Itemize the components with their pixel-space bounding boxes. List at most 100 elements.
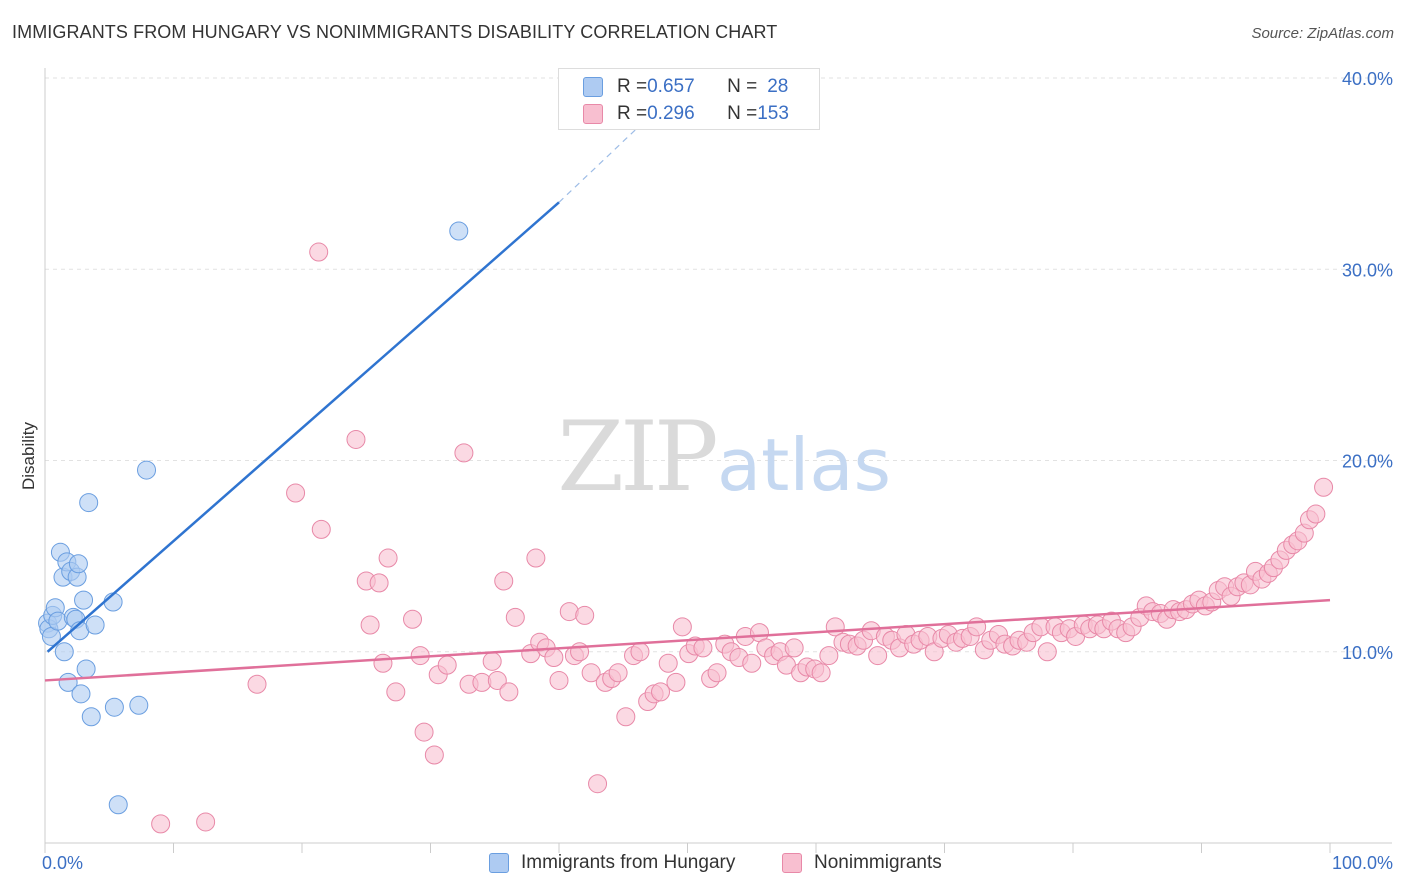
legend-r-label: R = bbox=[617, 76, 648, 97]
source-credit: Source: ZipAtlas.com bbox=[1251, 25, 1394, 42]
nonimmigrants-point bbox=[616, 707, 636, 727]
nonimmigrants-point bbox=[196, 812, 216, 832]
nonimmigrants-point bbox=[707, 663, 727, 683]
nonimmigrants-point bbox=[1306, 504, 1326, 524]
nonimmigrants-point bbox=[311, 519, 331, 539]
legend-row-hungary: R = 0.657 N = 28 bbox=[583, 74, 788, 100]
x-tick-label: 100.0% bbox=[1332, 853, 1393, 873]
nonimmigrants-point bbox=[693, 638, 713, 658]
nonimmigrants-point bbox=[386, 682, 406, 702]
hungary-point bbox=[108, 795, 128, 815]
nonimmigrants-point bbox=[742, 653, 762, 673]
nonimmigrants-point bbox=[549, 670, 569, 690]
series-legend: Immigrants from Hungary Nonimmigrants bbox=[0, 852, 1406, 878]
nonimmigrants-point bbox=[499, 682, 519, 702]
nonimmigrants-point bbox=[378, 548, 398, 568]
y-tick-labels: 10.0% 20.0% 30.0% 40.0% bbox=[1342, 69, 1393, 663]
legend-swatch-pink bbox=[782, 853, 802, 873]
nonimmigrants-point bbox=[819, 646, 839, 666]
nonimmigrants-point bbox=[672, 617, 692, 637]
legend-r-value: 0.296 bbox=[647, 103, 695, 124]
hungary-point bbox=[137, 460, 157, 480]
nonimmigrants-point bbox=[526, 548, 546, 568]
nonimmigrants-point bbox=[630, 642, 650, 662]
nonimmigrants-point bbox=[309, 242, 329, 262]
nonimmigrants-point bbox=[414, 722, 434, 742]
nonimmigrants-trend-line bbox=[44, 598, 1331, 682]
nonimmigrants-point bbox=[494, 571, 514, 591]
hungary-point bbox=[68, 554, 88, 574]
hungary-point bbox=[85, 615, 105, 635]
nonimmigrants-point bbox=[608, 663, 628, 683]
hungary-point bbox=[81, 707, 101, 727]
hungary-point bbox=[71, 684, 91, 704]
nonimmigrants-point bbox=[424, 745, 444, 765]
y-tick-label: 20.0% bbox=[1342, 452, 1393, 472]
legend-label-nonimmigrants: Nonimmigrants bbox=[814, 852, 942, 873]
hungary-point bbox=[129, 695, 149, 715]
y-tick-label: 40.0% bbox=[1342, 69, 1393, 89]
nonimmigrants-point bbox=[588, 774, 608, 794]
legend-n-value: 28 bbox=[767, 76, 789, 97]
nonimmigrants-point bbox=[482, 651, 502, 671]
hungary-point bbox=[79, 493, 99, 513]
nonimmigrants-point bbox=[658, 653, 678, 673]
legend-swatch-blue bbox=[489, 853, 509, 873]
x-tick-labels: 0.0% 100.0% bbox=[42, 853, 1393, 873]
nonimmigrants-point bbox=[544, 647, 564, 667]
legend-item-hungary[interactable]: Immigrants from Hungary bbox=[489, 852, 735, 874]
nonimmigrants-point bbox=[437, 655, 457, 675]
y-tick-label: 30.0% bbox=[1342, 260, 1393, 280]
hungary-points bbox=[38, 221, 469, 815]
legend-label-hungary: Immigrants from Hungary bbox=[521, 852, 736, 873]
nonimmigrants-point bbox=[373, 653, 393, 673]
legend-row-nonimmigrants: R = 0.296 N = 153 bbox=[583, 101, 789, 127]
chart-title: IMMIGRANTS FROM HUNGARY VS NONIMMIGRANTS… bbox=[12, 22, 778, 42]
legend-swatch-pink bbox=[583, 104, 603, 124]
nonimmigrants-points bbox=[151, 242, 1334, 834]
nonimmigrants-point bbox=[784, 638, 804, 658]
nonimmigrants-point bbox=[286, 483, 306, 503]
axes bbox=[44, 68, 1392, 853]
nonimmigrants-point bbox=[505, 607, 525, 627]
hungary-point bbox=[104, 697, 124, 717]
legend-n-label: N = bbox=[727, 76, 758, 97]
nonimmigrants-point bbox=[454, 443, 474, 463]
legend-swatch-blue bbox=[583, 77, 603, 97]
nonimmigrants-point bbox=[151, 814, 171, 834]
correlation-legend: R = 0.657 N = 28 R = 0.296 N = 153 bbox=[558, 68, 820, 130]
legend-r-value: 0.657 bbox=[647, 76, 695, 97]
hungary-trend-extension bbox=[558, 104, 663, 203]
nonimmigrants-point bbox=[581, 663, 601, 683]
x-tick-label: 0.0% bbox=[42, 853, 83, 873]
nonimmigrants-point bbox=[666, 672, 686, 692]
watermark-atlas: atlas bbox=[717, 423, 891, 507]
legend-n-label: N = bbox=[727, 103, 758, 124]
nonimmigrants-point bbox=[360, 615, 380, 635]
nonimmigrants-point bbox=[247, 674, 267, 694]
grid-lines bbox=[45, 77, 1392, 653]
watermark: ZIP atlas bbox=[557, 401, 891, 513]
hungary-point bbox=[54, 642, 74, 662]
hungary-point bbox=[74, 590, 94, 610]
hungary-point bbox=[76, 659, 96, 679]
nonimmigrants-point bbox=[403, 609, 423, 629]
hungary-trend-line bbox=[46, 201, 560, 653]
nonimmigrants-point bbox=[487, 670, 507, 690]
nonimmigrants-point bbox=[651, 682, 671, 702]
nonimmigrants-point bbox=[1037, 642, 1057, 662]
nonimmigrants-point bbox=[868, 646, 888, 666]
legend-item-nonimmigrants[interactable]: Nonimmigrants bbox=[782, 852, 942, 874]
nonimmigrants-point bbox=[575, 605, 595, 625]
legend-n-value: 153 bbox=[757, 103, 789, 124]
nonimmigrants-point bbox=[811, 663, 831, 683]
nonimmigrants-point bbox=[1314, 477, 1334, 497]
hungary-point bbox=[449, 221, 469, 241]
watermark-zip: ZIP bbox=[557, 401, 716, 513]
nonimmigrants-point bbox=[346, 429, 366, 449]
y-tick-label: 10.0% bbox=[1342, 643, 1393, 663]
nonimmigrants-point bbox=[369, 573, 389, 593]
trend-lines bbox=[44, 104, 1331, 682]
legend-r-label: R = bbox=[617, 103, 648, 124]
